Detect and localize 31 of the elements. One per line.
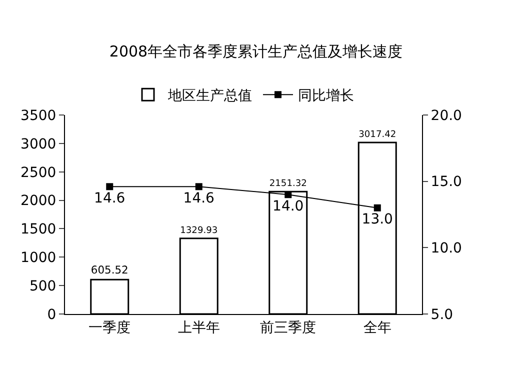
y-tick-label: 2500 (20, 164, 56, 181)
data-label: 13.0 (362, 212, 393, 228)
y2-tick-label: 5.0 (430, 306, 454, 323)
x-tick-label: 前三季度 (260, 320, 316, 336)
y-tick-label: 1000 (20, 250, 56, 266)
y2-tick-label: 20.0 (430, 108, 462, 124)
point (284, 191, 292, 198)
x-tick-label: 全年 (363, 320, 392, 336)
y-tick-label: 3000 (20, 136, 56, 152)
point (374, 204, 381, 212)
y-tick-label: 3500 (20, 108, 56, 124)
point (106, 183, 114, 190)
chart-title: 2008年全市各季度累计生产总值及增长速度 (109, 42, 403, 61)
y2-tick-label: 10.0 (430, 240, 462, 257)
data-label: 605.52 (90, 264, 128, 277)
data-label: 3017.42 (358, 130, 396, 140)
x-tick-label: 一季度 (88, 320, 131, 336)
y-tick-label: 1500 (20, 222, 56, 238)
y2-tick-label: 15.0 (430, 174, 462, 190)
data-label: 14.0 (272, 198, 304, 214)
data-label: 2151.32 (269, 179, 307, 190)
data-label: 14.6 (94, 190, 126, 207)
legend-label: 地区生产总值 (167, 88, 252, 104)
data-label: 1329.93 (180, 226, 218, 236)
y-tick-label: 2000 (20, 193, 56, 210)
y-tick-label: 500 (29, 278, 56, 294)
legend-label: 同比增长 (298, 88, 354, 104)
data-label: 14.6 (183, 190, 215, 207)
point (195, 183, 202, 190)
x-tick-label: 上半年 (178, 320, 220, 336)
y-tick-label: 0 (47, 306, 56, 323)
